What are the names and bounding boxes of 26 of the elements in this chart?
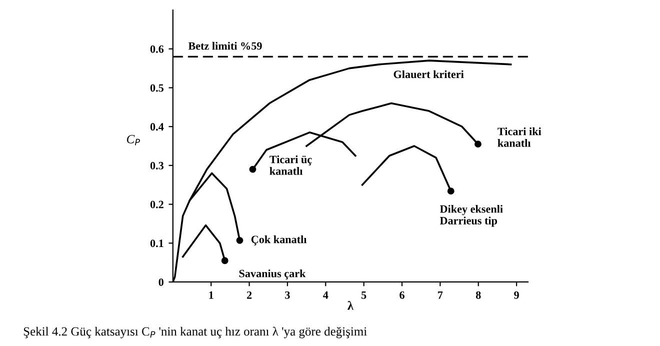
annotation: Savanius çark (239, 269, 306, 280)
y-tick-label: 0.3 (150, 162, 164, 170)
y-tick-label: 0.4 (150, 123, 164, 131)
x-tick-label: 6 (400, 291, 404, 299)
x-tick-label: 9 (514, 291, 519, 299)
annotation: Dikey eksenli Darrieus tip (440, 204, 503, 227)
annotation: Ticari iki kanatlı (498, 127, 542, 147)
y-tick-label: 0 (158, 278, 164, 286)
y-tick-label: 0.1 (150, 240, 164, 248)
y-tick-label: 0.5 (150, 84, 164, 92)
x-tick-label: 7 (438, 291, 443, 299)
x-axis-title: λ (348, 300, 354, 310)
annotation: Glauert kriteri (394, 70, 464, 78)
x-tick-label: 8 (476, 291, 481, 299)
x-tick-label: 4 (323, 291, 328, 299)
annotation: Ticari üç kanatlı (270, 155, 312, 175)
text: Şekil 4.2 Güç katsayısı C$_{P}$ 'nin kanat uç hız oranı λ 'ya göre değişimi (24, 326, 367, 338)
x-tick-label: 3 (285, 291, 290, 299)
annotation: Çok kanatlı (251, 235, 307, 246)
y-tick-label: 0.6 (150, 45, 164, 53)
y-tick-label: 0.2 (150, 200, 164, 208)
x-tick-label: 1 (209, 291, 214, 299)
ref-line-label: Betz limiti %59 (188, 42, 262, 50)
y-axis-title: C$_{P}$ (126, 134, 140, 146)
x-tick-label: 2 (246, 291, 252, 299)
x-tick-label: 5 (361, 291, 366, 299)
